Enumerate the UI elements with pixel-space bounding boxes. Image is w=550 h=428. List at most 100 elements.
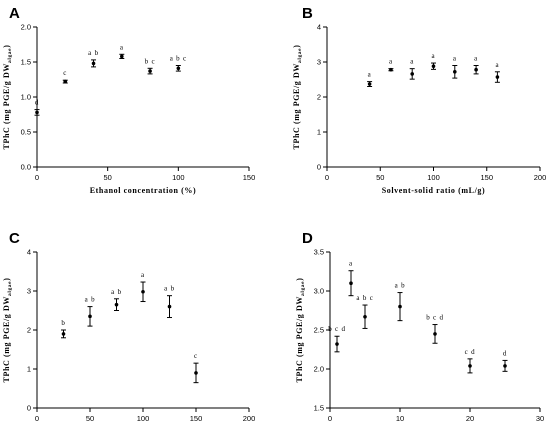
y-axis-title-end: ) <box>2 45 11 48</box>
x-tick-label: 200 <box>243 414 256 423</box>
x-tick-label: 50 <box>376 173 384 182</box>
significance-label: a <box>368 71 372 79</box>
significance-label: a <box>474 55 478 63</box>
data-point-group: a <box>140 271 146 303</box>
data-point <box>63 79 68 84</box>
y-axis-title: TPhC (mg PGE/g DWalgae) <box>295 278 306 383</box>
y-tick-label: 1.5 <box>314 404 324 413</box>
data-point <box>91 61 96 66</box>
data-point-group: a <box>367 71 373 87</box>
x-tick-label: 0 <box>325 173 329 182</box>
y-axis-title: TPhC (mg PGE/g DWalgae) <box>292 45 303 150</box>
x-tick-label: 50 <box>103 173 111 182</box>
y-axis-title-end: ) <box>2 278 11 281</box>
y-tick-label: 1 <box>27 365 31 374</box>
y-tick-label: 2.5 <box>314 326 324 335</box>
data-point <box>433 332 437 336</box>
panel-c: C05010015020001234Temperature (°C)TPhC (… <box>2 230 255 428</box>
data-point-group: a <box>388 58 394 72</box>
y-axis-title-main: TPhC (mg PGE/g DW <box>295 296 304 382</box>
significance-label: a <box>432 52 436 60</box>
y-axis-title-subscript: algae <box>7 281 13 296</box>
data-point-group: c d <box>465 348 475 374</box>
x-tick-label: 150 <box>243 173 256 182</box>
significance-label: a <box>120 43 124 51</box>
y-tick-label: 0.5 <box>21 128 31 137</box>
x-tick-label: 100 <box>427 173 440 182</box>
panel-b: B 0 50 100 150 200 0 1 2 3 4 Solvent-solid ratio (m… <box>292 5 546 195</box>
x-tick-label: 200 <box>534 173 547 182</box>
significance-label: d <box>35 99 39 107</box>
data-point <box>148 69 152 73</box>
data-point <box>398 304 402 309</box>
data-point <box>61 332 66 336</box>
data-point <box>141 289 145 294</box>
significance-label: d <box>503 349 507 357</box>
data-point-group: a <box>409 58 415 80</box>
y-tick-label: 2.0 <box>21 23 31 32</box>
data-point <box>503 364 507 368</box>
y-axis-title-subscript: algae <box>297 48 303 63</box>
panel-label: B <box>302 5 313 22</box>
data-point-group: a b c <box>356 294 373 329</box>
data-point-group: a b <box>164 285 175 319</box>
y-tick-label: 0 <box>317 163 321 172</box>
data-point-group: a b c <box>170 55 187 72</box>
significance-label: a b c <box>170 55 187 63</box>
y-tick-label: 3.0 <box>314 287 324 296</box>
y-tick-label: 4 <box>317 23 321 32</box>
y-tick-label: 2.0 <box>314 365 324 374</box>
y-tick-label: 3.5 <box>314 248 324 257</box>
y-axis-title-end: ) <box>292 45 301 48</box>
y-axis-title: TPhC (mg PGE/g DWalgae) <box>2 278 13 383</box>
significance-label: b c d <box>426 314 444 322</box>
y-axis-title-main: TPhC (mg PGE/g DW <box>2 63 11 149</box>
significance-label: a b c <box>356 294 373 302</box>
data-point-group: a <box>452 55 458 79</box>
significance-label: a <box>349 260 353 268</box>
data-point <box>389 67 393 72</box>
data-point-group: b <box>61 319 66 339</box>
data-point <box>431 64 436 68</box>
data-point <box>335 342 339 346</box>
significance-label: a <box>453 55 457 63</box>
y-tick-label: 0.0 <box>21 163 31 172</box>
x-tick-label: 50 <box>86 414 94 423</box>
x-tick-label: 100 <box>172 173 185 182</box>
data-point-group: a <box>348 260 354 297</box>
panel-label: A <box>9 5 20 22</box>
data-point-group: a b <box>88 49 98 68</box>
significance-label: a b <box>395 282 406 290</box>
significance-label: c <box>63 69 67 77</box>
data-point <box>120 54 124 59</box>
data-point-group: d <box>34 99 40 116</box>
y-tick-label: 4 <box>27 248 31 257</box>
significance-label: b c <box>145 57 156 65</box>
significance-label: a b <box>164 285 175 293</box>
data-point-group: c <box>193 352 199 384</box>
data-point <box>194 371 198 375</box>
panel-label: C <box>9 230 20 247</box>
data-point-group: a <box>473 55 479 75</box>
x-tick-label: 20 <box>466 414 474 423</box>
y-axis-title-end: ) <box>295 278 304 281</box>
data-point-group: a b <box>85 296 96 327</box>
y-axis-title: TPhC (mg PGE/g DWalgae) <box>2 45 13 150</box>
y-tick-label: 3 <box>27 287 31 296</box>
significance-label: a b <box>85 296 96 304</box>
data-point-group: b c d <box>426 314 444 344</box>
data-point <box>349 281 353 286</box>
y-tick-label: 3 <box>317 58 321 67</box>
data-point <box>35 110 39 115</box>
y-tick-label: 0 <box>27 404 31 413</box>
data-point <box>410 72 415 76</box>
y-axis-title-subscript: algae <box>300 281 306 296</box>
y-tick-label: 1 <box>317 128 321 137</box>
x-tick-label: 150 <box>480 173 493 182</box>
significance-label: a <box>410 58 414 66</box>
y-tick-label: 1.0 <box>21 93 31 102</box>
data-point <box>114 302 119 307</box>
x-tick-label: 100 <box>137 414 150 423</box>
